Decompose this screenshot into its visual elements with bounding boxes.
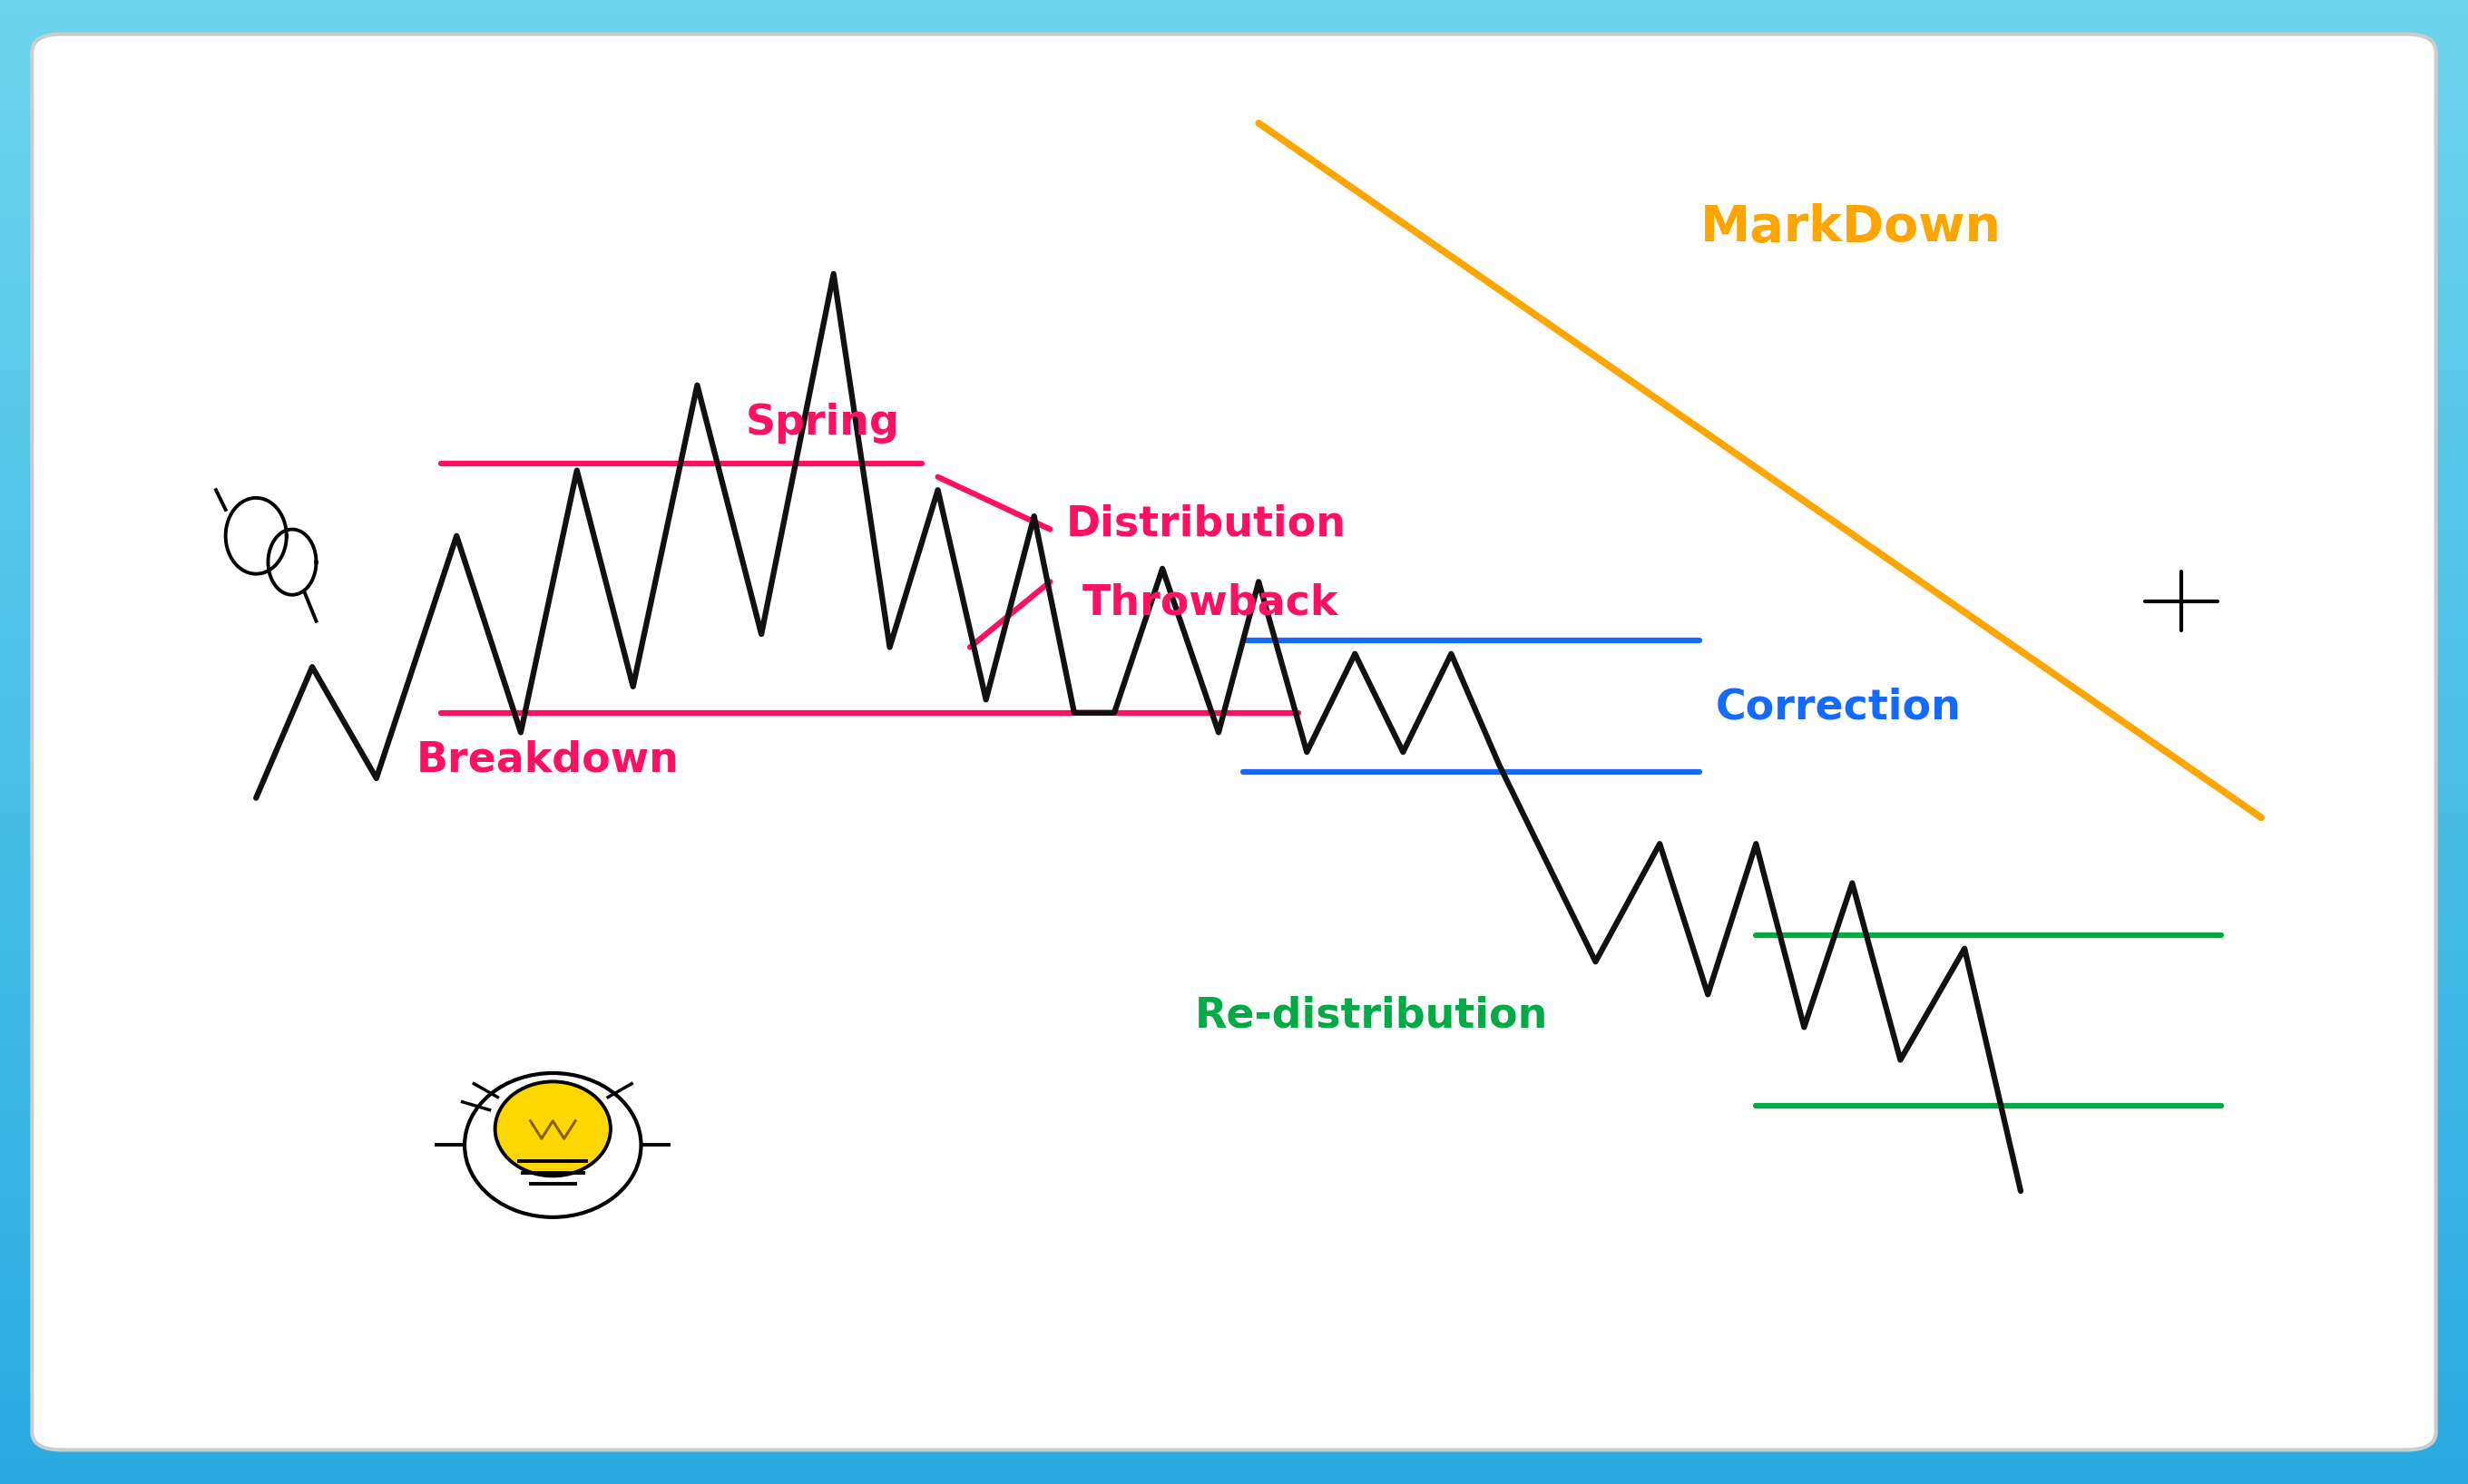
Circle shape bbox=[496, 1082, 610, 1175]
Text: Throwback: Throwback bbox=[1081, 583, 1338, 623]
Text: Breakdown: Breakdown bbox=[417, 741, 679, 781]
Text: Re-distribution: Re-distribution bbox=[1195, 996, 1547, 1036]
Text: Spring: Spring bbox=[745, 402, 898, 444]
Text: Correction: Correction bbox=[1715, 687, 1962, 729]
Text: MarkDown: MarkDown bbox=[1700, 203, 2002, 252]
Text: Distribution: Distribution bbox=[1066, 505, 1348, 545]
